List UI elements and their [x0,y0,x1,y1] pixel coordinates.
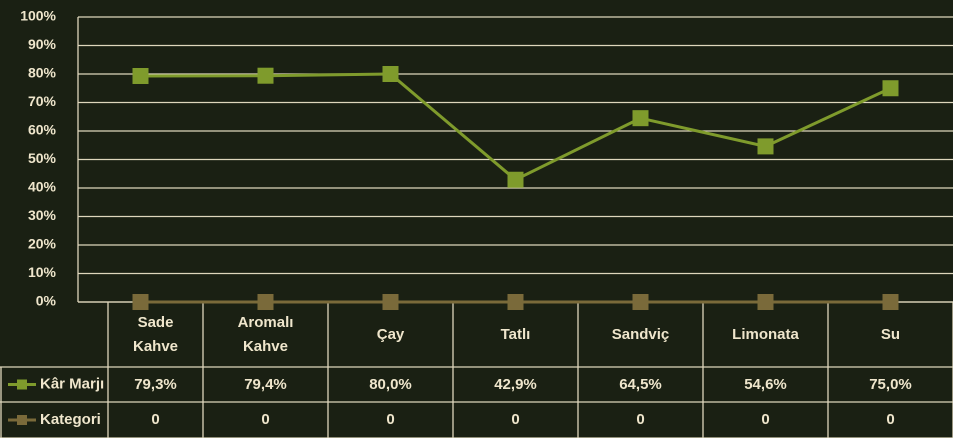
category-label-text: Limonata [732,325,799,343]
category-label: Aromalı Kahve [203,302,328,367]
marker [382,66,399,82]
table-value: 79,4% [244,375,287,393]
table-value: 0 [886,411,895,428]
table-value: 80,0% [369,375,412,393]
marker [382,294,399,310]
category-label-text: Çay [376,325,405,343]
category-label: Tatlı [453,302,578,367]
y-tick-label: 100% [20,8,56,24]
y-tick-label: 70% [28,93,57,109]
table-value: 42,9% [494,375,537,393]
y-tick-label: 50% [28,150,57,166]
table-value: 54,6% [744,375,787,393]
marker [257,67,274,84]
marker [507,294,524,310]
category-label: Sandviç [578,302,703,367]
category-label-text: Aromalı Kahve [237,313,294,355]
table-value: 64,5% [619,375,662,393]
category-label-text: Sandviç [611,325,670,343]
y-tick-label: 0% [36,293,57,309]
table-value: 0 [761,411,770,428]
y-tick-label: 10% [28,264,57,280]
category-label: Sade Kahve [108,302,203,367]
category-label-text: Su [880,325,901,343]
legend-key-marker [17,379,27,390]
table-value: 0 [261,411,270,428]
y-tick-label: 80% [28,65,57,81]
series-line [140,72,892,182]
y-tick-label: 20% [28,236,57,252]
marker [757,138,774,155]
marker [507,171,524,188]
y-tick-label: 60% [28,122,57,138]
legend-key-marker [17,415,27,425]
marker [882,80,899,97]
table-value: 75,0% [869,375,912,393]
category-label: Çay [328,302,453,367]
table-value: 0 [511,411,520,428]
marker [132,67,149,84]
category-label-text: Tatlı [500,325,531,343]
category-label: Limonata [703,302,828,367]
category-label-text: Sade Kahve [132,313,179,355]
table-value: 79,3% [134,375,177,393]
marker [257,294,274,310]
marker [632,294,649,310]
table-value: 0 [151,411,160,428]
category-label: Su [828,302,953,367]
marker [882,294,899,310]
legend-label: Kategori [40,411,101,428]
marker [757,294,774,310]
marker [632,110,649,127]
table-value: 0 [636,411,645,428]
y-tick-label: 90% [28,36,57,52]
marker [132,294,149,310]
legend-label: Kâr Marjı [40,375,104,392]
y-tick-label: 40% [28,179,57,195]
table-value: 0 [386,411,395,428]
y-tick-label: 30% [28,207,57,223]
